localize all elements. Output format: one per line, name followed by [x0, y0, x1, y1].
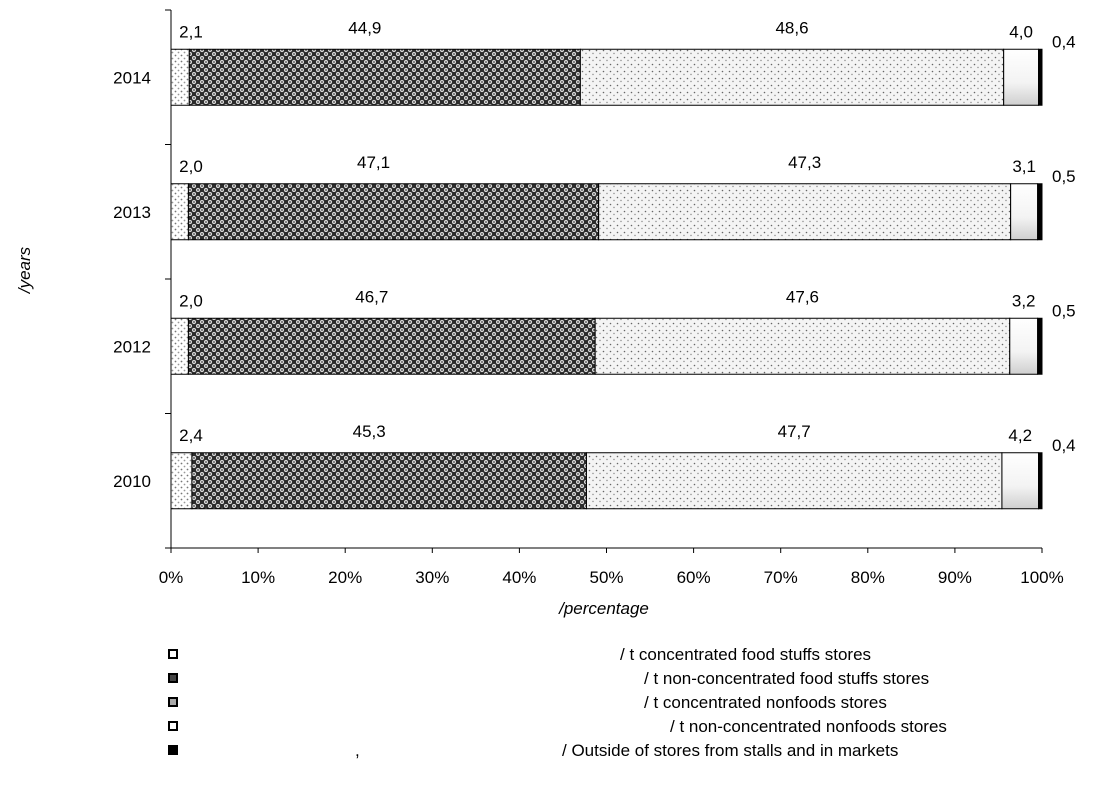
legend-label: / t concentrated nonfoods stores — [644, 693, 887, 712]
data-label: 3,2 — [1012, 291, 1036, 310]
data-label: 45,3 — [353, 422, 386, 441]
x-tick-label: 100% — [1020, 568, 1063, 587]
x-axis-title: /percentage — [558, 599, 649, 618]
data-labels: 2014 2,1 44,9 48,6 4,0 0,4 2013 2,0 47,1 47,3 3,1 0… — [113, 18, 1075, 491]
data-label: 2,4 — [179, 426, 203, 445]
bar-segment — [170, 452, 193, 510]
data-label: 2,0 — [179, 291, 203, 310]
x-tick-label: 90% — [938, 568, 972, 587]
bar-segment — [1009, 317, 1039, 375]
legend: / t concentrated food stuffs stores / t … — [0, 645, 1097, 765]
legend-label: / Outside of stores from stalls and in m… — [562, 741, 899, 760]
data-label: 2,1 — [179, 22, 203, 41]
data-label: 0,4 — [1052, 32, 1076, 51]
data-label: 0,5 — [1052, 301, 1076, 320]
legend-label: / t non-concentrated nonfoods stores — [670, 717, 947, 736]
bar-segment — [187, 183, 600, 241]
bar-segment — [594, 317, 1011, 375]
data-label: 2,0 — [179, 157, 203, 176]
y-tick-label: 2013 — [113, 203, 151, 222]
data-label: 47,7 — [778, 422, 811, 441]
data-label: 0,5 — [1052, 167, 1076, 186]
x-tick-label: 80% — [851, 568, 885, 587]
bar-segment — [191, 452, 587, 510]
bar-segment — [1037, 183, 1043, 241]
stacked-bar-chart: 0% 10% 20% 30% 40% 50% 60% 70% 80% 90% 100% 2014 2,… — [15, 9, 1076, 618]
bar-segment — [188, 48, 581, 106]
bars — [170, 48, 1043, 510]
bar-segment — [1003, 48, 1040, 106]
legend-swatch — [168, 721, 178, 731]
bar-segment — [579, 48, 1005, 106]
x-tick-label: 40% — [502, 568, 536, 587]
bar-segment — [1010, 183, 1039, 241]
legend-item: , / Outside of stores from stalls and in… — [0, 741, 1097, 765]
x-tick-label: 60% — [677, 568, 711, 587]
data-label: 4,2 — [1008, 426, 1032, 445]
bar-segment — [187, 317, 596, 375]
y-axis-title: /years — [15, 246, 34, 294]
x-tick-label: 0% — [159, 568, 184, 587]
data-label: 4,0 — [1009, 22, 1033, 41]
legend-label: / t non-concentrated food stuffs stores — [644, 669, 930, 688]
x-tick-label: 30% — [415, 568, 449, 587]
bar-segment — [170, 317, 189, 375]
bar-segment — [1038, 48, 1043, 106]
bar-segment — [1037, 317, 1043, 375]
data-label: 0,4 — [1052, 436, 1076, 455]
legend-swatch — [168, 673, 178, 683]
x-tick-label: 20% — [328, 568, 362, 587]
bar-segment — [585, 452, 1003, 510]
data-label: 3,1 — [1012, 157, 1036, 176]
legend-item: / t non-concentrated food stuffs stores — [0, 669, 1097, 693]
legend-swatch — [168, 697, 178, 707]
x-tick-label: 70% — [764, 568, 798, 587]
axes: 0% 10% 20% 30% 40% 50% 60% 70% 80% 90% 100% — [159, 9, 1064, 587]
y-tick-label: 2010 — [113, 472, 151, 491]
data-label: 47,3 — [788, 153, 821, 172]
bar-segment — [170, 48, 190, 106]
data-label: 47,1 — [357, 153, 390, 172]
legend-item: / t concentrated nonfoods stores — [0, 693, 1097, 717]
legend-item: / t concentrated food stuffs stores — [0, 645, 1097, 669]
data-label: 47,6 — [786, 287, 819, 306]
bar-segment — [1038, 452, 1043, 510]
bar-segment — [1001, 452, 1040, 510]
data-label: 46,7 — [355, 287, 388, 306]
legend-item: / t non-concentrated nonfoods stores — [0, 717, 1097, 741]
data-label: 48,6 — [775, 18, 808, 37]
x-tick-label: 10% — [241, 568, 275, 587]
bar-segment — [170, 183, 189, 241]
bar-segment — [598, 183, 1012, 241]
legend-label: / t concentrated food stuffs stores — [620, 645, 872, 664]
x-tick-label: 50% — [589, 568, 623, 587]
legend-comma: , — [355, 741, 360, 760]
y-tick-label: 2012 — [113, 337, 151, 356]
legend-swatch — [168, 745, 178, 755]
legend-swatch — [168, 649, 178, 659]
y-tick-label: 2014 — [113, 68, 151, 87]
data-label: 44,9 — [348, 18, 381, 37]
